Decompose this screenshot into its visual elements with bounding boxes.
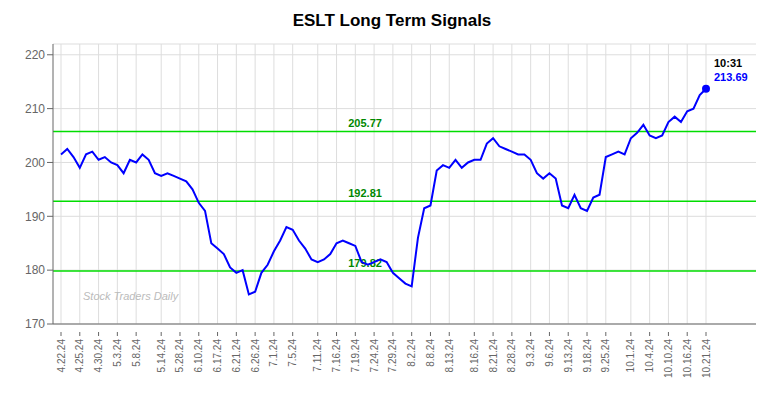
- svg-text:7.5.24: 7.5.24: [287, 339, 298, 367]
- html-text:Stock Traders Daily: Stock Traders Daily: [83, 290, 179, 302]
- svg-text:220: 220: [25, 48, 45, 62]
- svg-text:10.4.24: 10.4.24: [644, 339, 655, 373]
- svg-text:10.21.24: 10.21.24: [701, 339, 712, 378]
- svg-text:190: 190: [25, 210, 45, 224]
- svg-text:10.16.24: 10.16.24: [682, 339, 693, 378]
- svg-text:200: 200: [25, 156, 45, 170]
- svg-text:179.82: 179.82: [348, 257, 382, 270]
- svg-text:8.13.24: 8.13.24: [444, 339, 455, 373]
- svg-text:8.28.24: 8.28.24: [506, 339, 517, 373]
- svg-text:210: 210: [25, 102, 45, 116]
- svg-text:7.16.24: 7.16.24: [331, 339, 342, 373]
- svg-text:7.11.24: 7.11.24: [312, 339, 323, 372]
- svg-text:9.18.24: 9.18.24: [582, 339, 593, 373]
- svg-text:7.29.24: 7.29.24: [387, 339, 398, 373]
- svg-text:4.30.24: 4.30.24: [93, 339, 104, 373]
- svg-text:9.25.24: 9.25.24: [600, 339, 611, 373]
- svg-text:7.1.24: 7.1.24: [268, 339, 279, 367]
- svg-text:9.13.24: 9.13.24: [563, 339, 574, 373]
- svg-text:180: 180: [25, 263, 45, 277]
- svg-text:5.28.24: 5.28.24: [174, 339, 185, 373]
- svg-text:5.14.24: 5.14.24: [156, 339, 167, 373]
- svg-text:8.21.24: 8.21.24: [488, 339, 499, 373]
- svg-text:4.25.24: 4.25.24: [74, 339, 85, 373]
- svg-text:9.6.24: 9.6.24: [544, 339, 555, 367]
- svg-text:10:31: 10:31: [714, 57, 742, 69]
- svg-text:7.19.24: 7.19.24: [350, 339, 361, 373]
- svg-text:6.21.24: 6.21.24: [231, 339, 242, 373]
- svg-text:7.24.24: 7.24.24: [369, 339, 380, 373]
- svg-text:170: 170: [25, 317, 45, 331]
- html-text:ESLT Long Term Signals: ESLT Long Term Signals: [292, 11, 492, 30]
- svg-text:10.1.24: 10.1.24: [625, 339, 636, 373]
- svg-text:8.8.24: 8.8.24: [425, 339, 436, 367]
- svg-text:6.10.24: 6.10.24: [193, 339, 204, 373]
- svg-text:192.81: 192.81: [348, 187, 382, 199]
- svg-text:6.17.24: 6.17.24: [212, 339, 223, 373]
- svg-text:5.3.24: 5.3.24: [112, 339, 123, 367]
- svg-text:213.69: 213.69: [714, 71, 748, 83]
- svg-text:8.2.24: 8.2.24: [406, 339, 417, 367]
- svg-text:8.16.24: 8.16.24: [469, 339, 480, 373]
- svg-text:9.3.24: 9.3.24: [525, 339, 536, 367]
- svg-text:5.8.24: 5.8.24: [131, 339, 142, 367]
- svg-text:10.10.24: 10.10.24: [663, 339, 674, 378]
- svg-text:4.22.24: 4.22.24: [56, 339, 67, 373]
- svg-text:205.77: 205.77: [348, 117, 382, 129]
- svg-text:6.26.24: 6.26.24: [250, 339, 261, 373]
